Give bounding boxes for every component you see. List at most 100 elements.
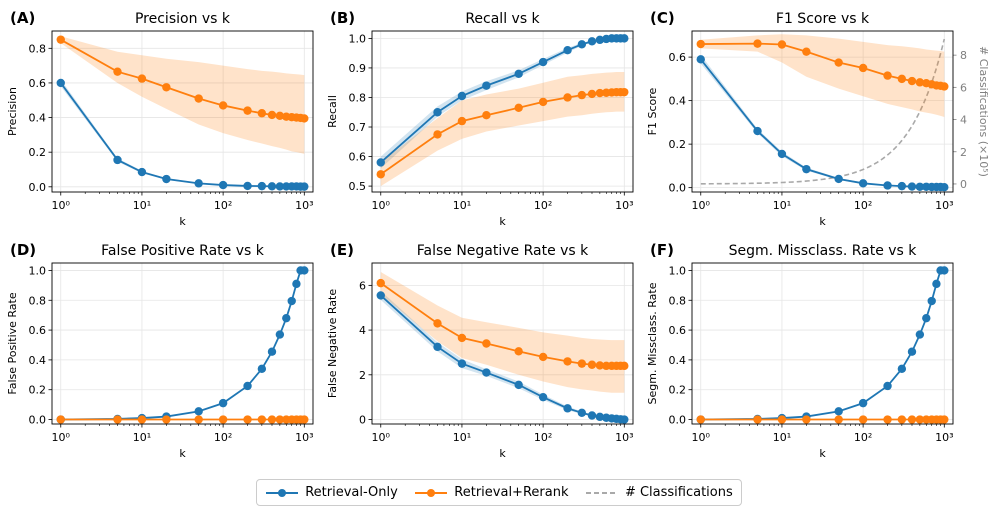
- data-point-rerank: [376, 170, 385, 179]
- x-tick-label: 10¹: [773, 431, 791, 444]
- y-tick-label: 0.2: [29, 146, 47, 159]
- data-point-retrieval-only: [940, 266, 949, 275]
- data-point-retrieval-only: [257, 181, 267, 191]
- data-point-retrieval-only: [433, 342, 442, 352]
- data-point-retrieval-only: [376, 158, 385, 167]
- data-point-rerank: [595, 361, 605, 370]
- data-point-retrieval-only: [915, 330, 925, 339]
- data-point-rerank: [482, 110, 491, 120]
- data-point-retrieval-only: [433, 108, 442, 117]
- data-point-retrieval-only: [577, 40, 587, 49]
- classifications-line: [700, 38, 946, 185]
- x-tick-label: 10⁰: [372, 199, 391, 212]
- data-point-rerank: [137, 74, 147, 83]
- data-point-retrieval-only: [753, 126, 762, 136]
- data-point-rerank: [563, 93, 572, 102]
- data-point-retrieval-only: [482, 81, 491, 90]
- data-point-retrieval-only: [257, 364, 267, 374]
- data-point-retrieval-only: [777, 149, 787, 159]
- data-point-rerank: [777, 40, 787, 49]
- y2-tick-label: 2: [960, 146, 967, 159]
- data-point-retrieval-only: [243, 381, 252, 391]
- confidence-band-rerank: [60, 36, 305, 154]
- y-tick-label: 0.8: [669, 294, 687, 307]
- data-point-rerank: [940, 82, 949, 91]
- panel-label: (B): [330, 9, 355, 27]
- panel-2: 10⁰ 10¹ 10² 10³ 0.5 0.6 0.7 0.8 0.9 1.0 Recall vs …: [326, 9, 634, 228]
- panel-5: 10⁰ 10¹ 10² 10³ 0 2 4 6 False Negative Rate vs k…: [326, 241, 634, 460]
- data-point-rerank: [897, 74, 907, 84]
- data-point-retrieval-only: [620, 415, 629, 424]
- y-axis-label: False Positive Rate: [6, 292, 19, 394]
- y2-axis-label: # Classifications (×10⁵): [977, 46, 990, 177]
- data-point-rerank: [587, 360, 597, 369]
- data-point-retrieval-only: [300, 182, 309, 191]
- y-tick-label: 0.4: [29, 354, 47, 367]
- data-point-rerank: [915, 78, 925, 87]
- x-tick-label: 10¹: [773, 199, 791, 212]
- data-point-rerank: [858, 415, 868, 424]
- data-point-rerank: [56, 35, 65, 44]
- y-axis-label: Segm. Missclass. Rate: [646, 282, 659, 404]
- panel-4: 10⁰ 10¹ 10² 10³ 0.0 0.2 0.4 0.6 0.8 1.0 False Posi…: [6, 241, 314, 460]
- x-axis-label: k: [179, 447, 186, 460]
- x-tick-label: 10³: [615, 199, 633, 212]
- y-tick-label: 0.4: [29, 112, 47, 125]
- data-point-retrieval-only: [243, 181, 252, 191]
- panel-1: 10⁰ 10¹ 10² 10³ 0.0 0.2 0.4 0.6 0.8 Precision vs …: [6, 9, 314, 228]
- plot-area: [60, 269, 305, 421]
- classifications-swatch-icon: [585, 491, 618, 494]
- y-tick-label: 0.2: [669, 138, 687, 151]
- y-tick-label: 0.6: [669, 51, 687, 64]
- data-point-retrieval-only: [802, 164, 811, 174]
- y-tick-label: 0.2: [669, 384, 687, 397]
- confidence-band-rerank: [380, 72, 625, 187]
- data-point-rerank: [243, 106, 252, 115]
- data-point-rerank: [257, 415, 267, 424]
- data-point-retrieval-only: [218, 180, 228, 190]
- data-point-rerank: [194, 94, 203, 103]
- data-point-rerank: [433, 130, 442, 139]
- rerank-swatch-icon: [415, 488, 448, 497]
- x-tick-label: 10⁰: [692, 431, 711, 444]
- data-point-retrieval-only: [922, 313, 931, 323]
- y2-tick-label: 0: [960, 178, 967, 191]
- x-tick-label: 10⁰: [52, 431, 71, 444]
- axes-frame: [691, 30, 954, 193]
- data-point-rerank: [753, 39, 762, 48]
- data-point-rerank: [940, 415, 949, 424]
- panel-6: 10⁰ 10¹ 10² 10³ 0.0 0.2 0.4 0.6 0.8 1.0 Segm. Miss…: [646, 241, 954, 460]
- data-point-retrieval-only: [595, 412, 605, 422]
- data-point-rerank: [482, 339, 491, 348]
- data-point-retrieval-only: [275, 182, 285, 191]
- y-tick-label: 0.5: [349, 180, 367, 193]
- data-point-rerank: [834, 58, 843, 67]
- data-point-retrieval-only: [620, 34, 629, 43]
- data-point-retrieval-only: [457, 91, 467, 101]
- data-point-retrieval-only: [563, 46, 572, 55]
- panel-3: 0 2 4 6 8 # Classifications (×10⁵) 10⁰ 10¹ 10² 10…: [646, 9, 990, 228]
- data-point-retrieval-only: [897, 364, 907, 374]
- y-tick-label: 0.4: [669, 354, 687, 367]
- data-point-retrieval-only: [457, 359, 467, 368]
- panel-label: (D): [10, 241, 36, 259]
- confidence-band-rerank: [700, 34, 945, 117]
- data-point-rerank: [595, 88, 605, 98]
- y-tick-label: 0.7: [349, 121, 367, 134]
- y-tick-label: 1.0: [29, 264, 47, 277]
- y-tick-label: 0.6: [29, 77, 47, 90]
- panel-label: (F): [650, 241, 674, 259]
- x-tick-label: 10¹: [453, 199, 471, 212]
- data-point-retrieval-only: [897, 181, 907, 191]
- x-tick-label: 10⁰: [692, 199, 711, 212]
- y-tick-label: 0.0: [669, 182, 687, 195]
- y-tick-label: 0.0: [29, 181, 47, 194]
- data-point-rerank: [620, 87, 629, 97]
- data-point-rerank: [577, 359, 587, 368]
- data-point-rerank: [56, 415, 65, 424]
- data-point-retrieval-only: [162, 174, 171, 184]
- legend-item-rerank: Retrieval+Rerank: [414, 485, 568, 500]
- x-tick-label: 10²: [534, 199, 552, 212]
- x-tick-label: 10²: [214, 199, 232, 212]
